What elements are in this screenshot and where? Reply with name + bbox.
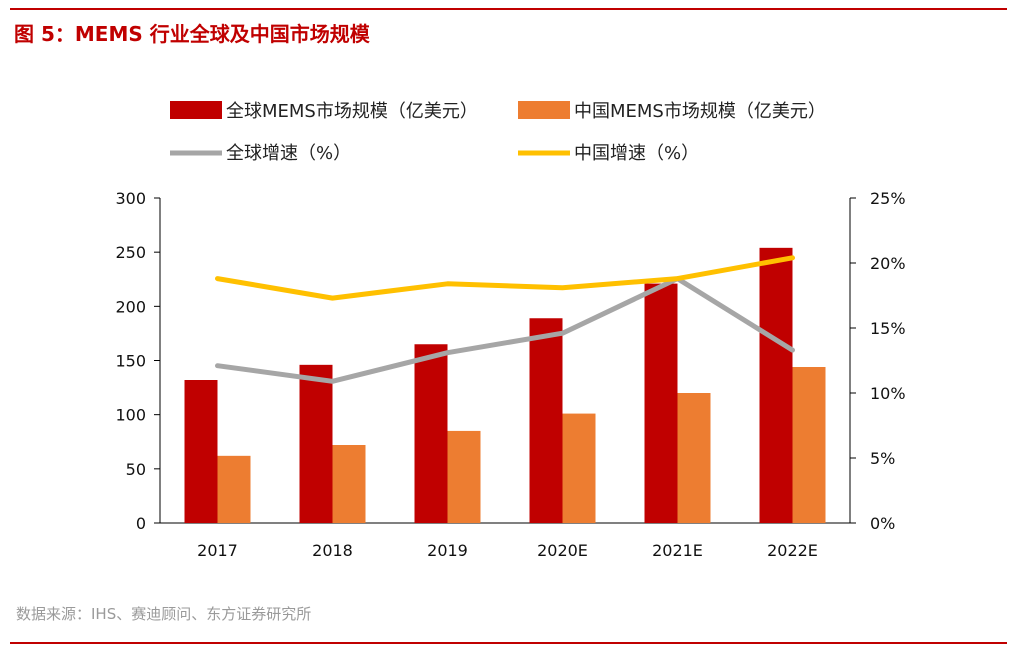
bar-china-market <box>792 367 826 523</box>
legend-swatch-global-market <box>170 101 222 119</box>
left-tick-label: 200 <box>115 297 146 316</box>
category-label: 2022E <box>767 541 818 560</box>
right-tick-label: 10% <box>870 384 906 403</box>
right-tick-label: 0% <box>870 514 895 533</box>
legend-swatch-china-market <box>518 101 570 119</box>
category-label: 2017 <box>197 541 238 560</box>
bar-china-market <box>677 393 711 523</box>
source-note: 数据来源：IHS、赛迪顾问、东方证券研究所 <box>16 605 312 623</box>
bar-global-market <box>529 318 563 523</box>
category-label: 2018 <box>312 541 353 560</box>
left-tick-label: 150 <box>115 352 146 371</box>
line-global-growth <box>215 276 795 384</box>
category-label: 2019 <box>427 541 468 560</box>
left-tick-label: 250 <box>115 243 146 262</box>
legend: 全球MEMS市场规模（亿美元） 中国MEMS市场规模（亿美元） 全球增速（%） … <box>170 101 826 164</box>
right-tick-label: 25% <box>870 189 906 208</box>
bottom-rule <box>10 642 1007 644</box>
right-tick-label: 5% <box>870 449 895 468</box>
legend-label-global-market: 全球MEMS市场规模（亿美元） <box>226 101 478 122</box>
axes: 0 50 100 150 200 250 300 0% 5% 10% 15% 20% 25% 2017 20… <box>115 189 905 560</box>
bar-china-market <box>217 455 251 523</box>
bar-global-market <box>299 364 333 523</box>
legend-label-china-market: 中国MEMS市场规模（亿美元） <box>574 101 826 122</box>
left-tick-label: 0 <box>136 514 146 533</box>
legend-label-china-growth: 中国增速（%） <box>574 143 699 164</box>
line-china-growth <box>215 255 795 301</box>
bar-global-market <box>644 283 678 523</box>
bar-global-market <box>184 380 218 523</box>
bar-china-market <box>562 413 596 523</box>
bar-global-market <box>759 247 793 524</box>
legend-label-global-growth: 全球增速（%） <box>226 143 351 164</box>
left-tick-label: 100 <box>115 406 146 425</box>
right-tick-label: 20% <box>870 254 906 273</box>
left-tick-label: 300 <box>115 189 146 208</box>
chart-title: 图 5：MEMS 行业全球及中国市场规模 <box>14 22 370 46</box>
bar-china-market <box>332 445 366 523</box>
left-tick-label: 50 <box>126 460 146 479</box>
bars <box>184 247 826 524</box>
category-label: 2020E <box>537 541 588 560</box>
top-rule <box>10 8 1007 10</box>
bar-global-market <box>414 344 448 523</box>
right-tick-label: 15% <box>870 319 906 338</box>
lines <box>215 255 795 384</box>
category-label: 2021E <box>652 541 703 560</box>
bar-china-market <box>447 430 481 523</box>
